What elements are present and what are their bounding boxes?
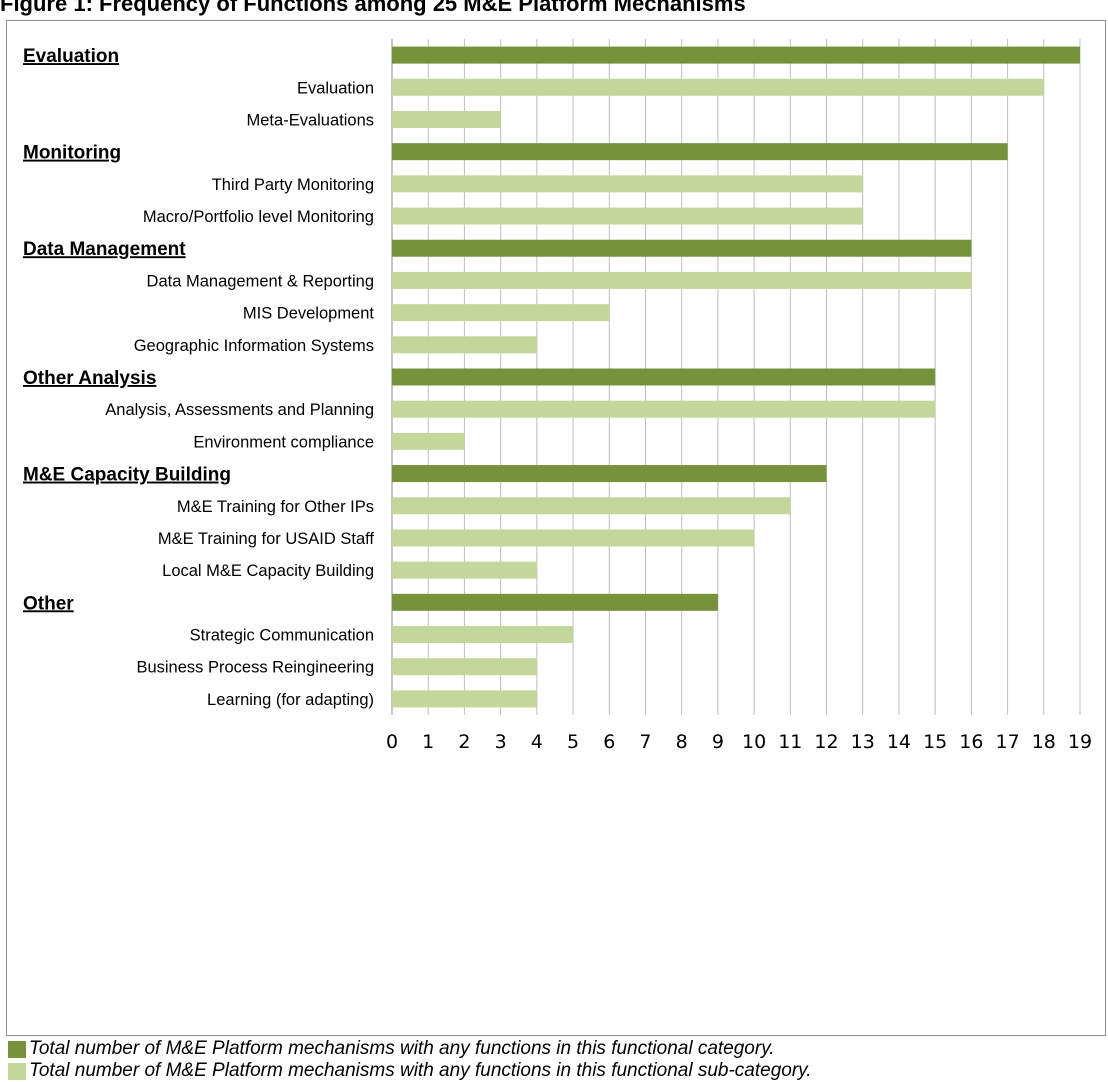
- x-tick-label: 2: [458, 731, 470, 753]
- bar-chart: Evaluation Evaluation Meta-Evaluations Moni…: [23, 39, 1092, 753]
- category-label: Monitoring: [23, 143, 121, 164]
- subcategory-bar: [392, 626, 574, 644]
- x-tick-label: 4: [531, 731, 543, 753]
- subcategory-label: M&E Training for Other IPs: [177, 498, 374, 516]
- legend-item-category: Total number of M&E Platform mechanisms …: [8, 1038, 1108, 1060]
- subcategory-bar: [392, 110, 501, 128]
- subcategory-bar: [392, 271, 972, 289]
- subcategory-bar: [392, 561, 537, 579]
- subcategory-label: MIS Development: [243, 305, 375, 323]
- subcategory-bar: [392, 175, 863, 193]
- legend-swatch-category: [8, 1041, 26, 1058]
- category-bar: [392, 143, 1008, 161]
- subcategory-bar: [392, 400, 936, 418]
- x-tick-label: 16: [959, 731, 983, 753]
- category-label: Evaluation: [23, 46, 119, 67]
- figure-title: Figure 1: Frequency of Functions among 2…: [0, 0, 746, 16]
- subcategory-bar: [392, 658, 537, 676]
- subcategory-label: Analysis, Assessments and Planning: [105, 401, 374, 419]
- x-tick-label: 17: [995, 731, 1019, 753]
- legend-swatch-subcategory: [8, 1063, 26, 1080]
- x-tick-label: 3: [495, 731, 507, 753]
- x-tick-label: 1: [422, 731, 434, 753]
- subcategory-label: Geographic Information Systems: [134, 337, 374, 355]
- x-tick-label: 11: [778, 731, 802, 753]
- category-bar: [392, 593, 718, 611]
- subcategory-label: Environment compliance: [193, 433, 374, 451]
- subcategory-label: Local M&E Capacity Building: [162, 562, 374, 580]
- subcategory-label: Data Management & Reporting: [147, 272, 374, 290]
- subcategory-bar: [392, 497, 791, 515]
- x-tick-label: 19: [1068, 731, 1092, 753]
- subcategory-bar: [392, 529, 755, 547]
- subcategory-label: Business Process Reingineering: [136, 659, 374, 677]
- legend-label-category: Total number of M&E Platform mechanisms …: [29, 1038, 775, 1059]
- category-label: Other Analysis: [23, 368, 156, 389]
- legend-item-subcategory: Total number of M&E Platform mechanisms …: [8, 1060, 1108, 1082]
- subcategory-label: Meta-Evaluations: [247, 111, 374, 129]
- subcategory-label: Strategic Communication: [190, 627, 374, 645]
- x-tick-label: 10: [742, 731, 766, 753]
- category-bar: [392, 46, 1080, 64]
- subcategory-bar: [392, 690, 537, 708]
- x-tick-label: 8: [676, 731, 688, 753]
- subcategory-bar: [392, 336, 537, 354]
- subcategory-label: Macro/Portfolio level Monitoring: [143, 208, 374, 226]
- subcategory-label: Third Party Monitoring: [212, 176, 374, 194]
- x-tick-label: 0: [386, 731, 398, 753]
- subcategory-label: Learning (for adapting): [207, 691, 374, 709]
- category-label: Data Management: [23, 239, 186, 260]
- x-tick-label: 13: [851, 731, 875, 753]
- chart-frame: Evaluation Evaluation Meta-Evaluations Moni…: [6, 20, 1106, 1036]
- subcategory-bar: [392, 304, 610, 322]
- subcategory-label: M&E Training for USAID Staff: [158, 530, 375, 548]
- x-tick-label: 6: [603, 731, 615, 753]
- x-tick-label: 5: [567, 731, 579, 753]
- x-tick-label: 12: [814, 731, 838, 753]
- x-tick-label: 9: [712, 731, 724, 753]
- x-tick-label: 14: [887, 731, 911, 753]
- category-label: M&E Capacity Building: [23, 465, 231, 486]
- subcategory-bar: [392, 78, 1044, 96]
- category-label: Other: [23, 593, 74, 614]
- x-tick-label: 18: [1032, 731, 1056, 753]
- category-bar: [392, 239, 972, 257]
- category-bar: [392, 465, 827, 483]
- x-tick-label: 7: [639, 731, 651, 753]
- legend-label-subcategory: Total number of M&E Platform mechanisms …: [29, 1060, 812, 1081]
- subcategory-bar: [392, 432, 465, 450]
- category-bar: [392, 368, 936, 386]
- subcategory-bar: [392, 207, 863, 225]
- x-tick-label: 15: [923, 731, 947, 753]
- subcategory-label: Evaluation: [297, 79, 374, 97]
